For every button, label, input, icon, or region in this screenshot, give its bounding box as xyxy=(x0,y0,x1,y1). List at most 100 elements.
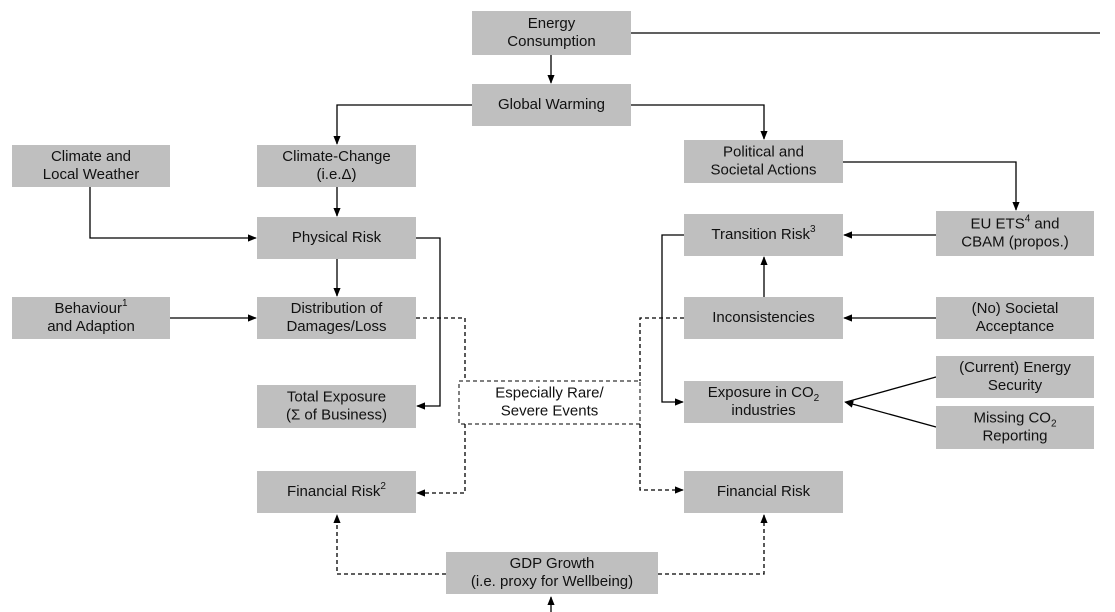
node-label: Energy xyxy=(528,15,576,32)
label-sup: 3 xyxy=(810,224,816,235)
label-text: (i.e.Δ) xyxy=(316,166,356,183)
label-text: Global Warming xyxy=(498,96,605,113)
label-text: Severe Events xyxy=(501,402,599,419)
node-box xyxy=(257,297,416,339)
node-box xyxy=(684,471,843,513)
label-text: (No) Societal xyxy=(972,300,1059,317)
node-box xyxy=(684,381,843,423)
label-text: Consumption xyxy=(507,33,595,50)
edge xyxy=(845,376,937,403)
node-label: Societal Actions xyxy=(711,161,817,178)
label-text: Political and xyxy=(723,143,804,160)
label-text: Missing CO xyxy=(973,409,1051,426)
node-label: Consumption xyxy=(507,33,595,50)
label-text: and Adaption xyxy=(47,318,135,335)
label-text: Local Weather xyxy=(43,166,139,183)
label-text: Reporting xyxy=(982,427,1047,444)
label-text: (Current) Energy xyxy=(959,359,1071,376)
label-text: GDP Growth xyxy=(510,555,595,572)
node-label: Global Warming xyxy=(498,96,605,113)
label-text: industries xyxy=(731,402,795,419)
label-text: Societal Actions xyxy=(711,161,817,178)
label-text: Physical Risk xyxy=(292,229,382,246)
label-text: Climate-Change xyxy=(282,148,390,165)
node-label: Total Exposure xyxy=(287,388,386,405)
edge xyxy=(416,317,466,381)
label-text: (Σ of Business) xyxy=(286,406,387,423)
edge xyxy=(416,424,466,497)
node-box xyxy=(684,140,843,183)
node-box xyxy=(12,145,170,187)
edge xyxy=(844,400,937,428)
node-label: and Adaption xyxy=(47,318,135,335)
node-label: (Σ of Business) xyxy=(286,406,387,423)
edge xyxy=(631,104,768,140)
edge xyxy=(661,234,684,406)
edges xyxy=(89,32,1100,612)
label-text: Damages/Loss xyxy=(286,318,386,335)
label-text: Inconsistencies xyxy=(712,309,815,326)
node-box xyxy=(446,552,658,594)
label-text: Behaviour xyxy=(54,300,122,317)
label-sub: 2 xyxy=(814,393,820,404)
label-sup: 1 xyxy=(122,298,128,309)
label-text: Especially Rare/ xyxy=(495,384,604,401)
node-box xyxy=(257,471,416,513)
node-box xyxy=(257,145,416,187)
node-label: CBAM (propos.) xyxy=(961,233,1069,250)
node-label: Acceptance xyxy=(976,318,1054,335)
node-label: Distribution of xyxy=(291,300,384,317)
node-label: Reporting xyxy=(982,427,1047,444)
label-sup: 2 xyxy=(380,481,386,492)
node-box xyxy=(936,356,1094,398)
label-text: Total Exposure xyxy=(287,388,386,405)
label-text: Energy xyxy=(528,15,576,32)
node-box xyxy=(472,84,631,126)
edge xyxy=(843,161,1020,211)
node-label: Behaviour1 xyxy=(54,298,128,317)
edge xyxy=(639,317,684,381)
node-label: Damages/Loss xyxy=(286,318,386,335)
edge xyxy=(333,104,472,145)
node-label: Exposure in CO2 xyxy=(708,384,820,404)
label-text: Climate and xyxy=(51,148,131,165)
node-box xyxy=(936,406,1094,449)
label-sup: 4 xyxy=(1025,214,1031,225)
label-text: CBAM (propos.) xyxy=(961,233,1069,250)
label-text: Transition Risk xyxy=(711,226,810,243)
edge xyxy=(333,514,446,575)
node-label: Climate-Change xyxy=(282,148,390,165)
node-label: industries xyxy=(731,402,795,419)
node-box xyxy=(12,297,170,339)
node-label: Transition Risk3 xyxy=(711,224,816,243)
node-box xyxy=(458,380,641,425)
node-label: Financial Risk2 xyxy=(287,481,386,500)
node-label: Financial Risk xyxy=(717,483,811,500)
label-text: Security xyxy=(988,377,1043,394)
node-label: (i.e. proxy for Wellbeing) xyxy=(471,573,633,590)
node-label: Local Weather xyxy=(43,166,139,183)
label-text: EU ETS xyxy=(971,215,1025,232)
node-box xyxy=(472,11,631,55)
edge xyxy=(416,237,441,410)
node-label: Inconsistencies xyxy=(712,309,815,326)
edge xyxy=(639,424,684,494)
node-box xyxy=(684,297,843,339)
node-label: Political and xyxy=(723,143,804,160)
label-text: Acceptance xyxy=(976,318,1054,335)
node-box xyxy=(257,385,416,428)
label-text: and xyxy=(1030,215,1059,232)
node-box xyxy=(936,211,1094,256)
node-box xyxy=(684,214,843,256)
node-label: Climate and xyxy=(51,148,131,165)
label-text: Financial Risk xyxy=(287,483,381,500)
node-label: Security xyxy=(988,377,1043,394)
node-box xyxy=(936,297,1094,339)
node-label: (Current) Energy xyxy=(959,359,1071,376)
label-text: Distribution of xyxy=(291,300,384,317)
edge xyxy=(658,514,768,575)
label-text: Financial Risk xyxy=(717,483,811,500)
edge xyxy=(89,187,257,242)
node-label: (i.e.Δ) xyxy=(316,166,356,183)
